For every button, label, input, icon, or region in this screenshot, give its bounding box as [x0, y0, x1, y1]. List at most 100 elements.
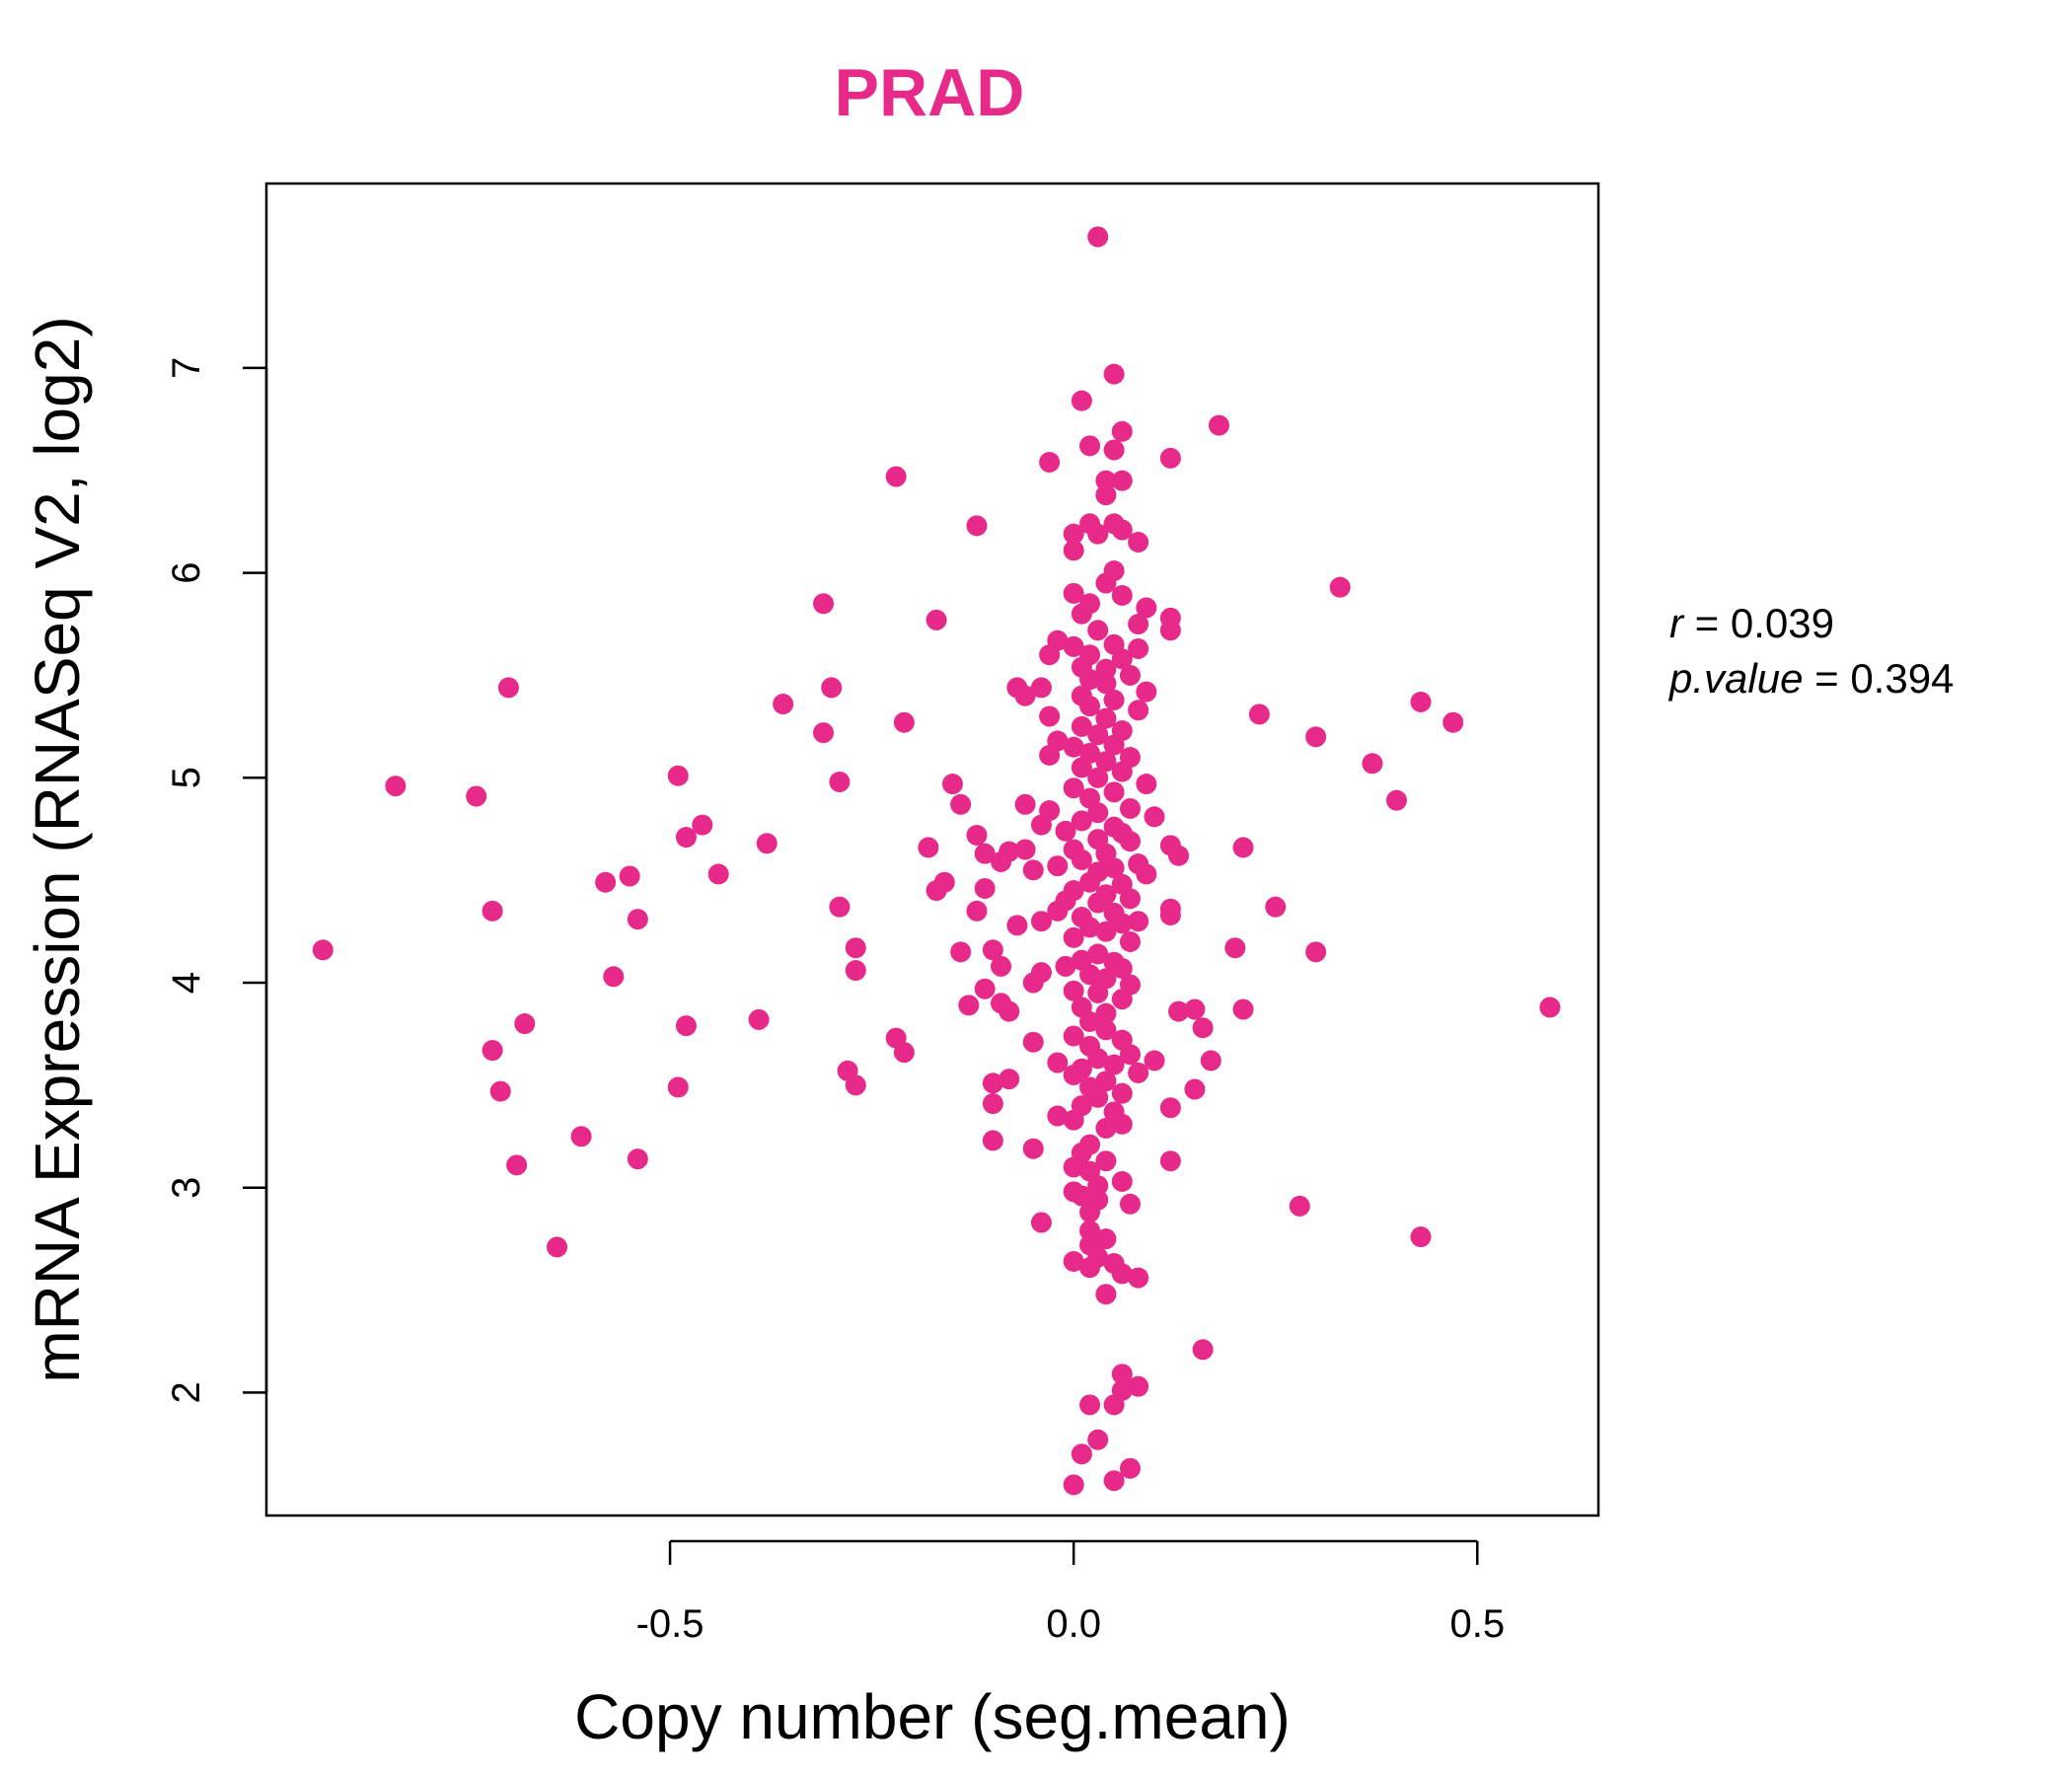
- data-point: [1095, 751, 1117, 773]
- data-point: [1087, 1429, 1109, 1450]
- data-point: [1063, 1064, 1084, 1085]
- data-point: [1087, 767, 1109, 788]
- data-point: [1071, 757, 1092, 778]
- data-point: [1095, 1002, 1117, 1024]
- data-point: [1087, 1086, 1109, 1108]
- data-point: [1200, 1050, 1221, 1072]
- data-point: [1095, 1019, 1117, 1041]
- data-point: [1063, 926, 1084, 948]
- data-point: [1119, 1457, 1141, 1479]
- data-point: [1087, 620, 1109, 641]
- data-point: [813, 593, 835, 615]
- y-axis: 2 3 4 5 6 7: [165, 357, 268, 1404]
- data-point: [1095, 1284, 1117, 1305]
- data-point: [1119, 797, 1141, 819]
- data-point: [667, 765, 689, 786]
- data-point: [1087, 1175, 1109, 1197]
- data-point: [1111, 1364, 1133, 1385]
- data-point: [1168, 845, 1190, 866]
- data-point: [893, 1042, 915, 1064]
- data-point: [1039, 451, 1061, 473]
- data-point: [1111, 1170, 1133, 1192]
- data-point: [1111, 913, 1133, 934]
- data-point: [925, 609, 947, 630]
- data-point: [1030, 677, 1052, 699]
- data-point: [999, 1000, 1020, 1022]
- data-point: [1136, 597, 1157, 619]
- data-point: [1079, 696, 1101, 717]
- data-point: [999, 1069, 1020, 1090]
- y-tick-label: 2: [165, 1381, 208, 1403]
- x-axis: -0.5 0.0 0.5: [636, 1539, 1505, 1646]
- data-point: [982, 939, 1003, 961]
- r-label: r: [1669, 600, 1685, 646]
- data-point: [1159, 620, 1181, 641]
- data-point: [385, 776, 407, 797]
- data-point: [1192, 1017, 1214, 1039]
- data-point: [950, 793, 972, 815]
- data-point: [1063, 1025, 1084, 1047]
- p-statistic: p.value = 0.394: [1667, 655, 1954, 702]
- data-point: [1103, 1470, 1125, 1492]
- data-point: [821, 677, 843, 699]
- data-point: [1095, 470, 1117, 491]
- data-point: [1079, 1202, 1101, 1223]
- data-point: [1047, 855, 1069, 877]
- data-point: [1410, 1226, 1432, 1248]
- data-point: [1039, 705, 1061, 727]
- data-point: [1265, 896, 1287, 918]
- data-point: [1063, 736, 1084, 758]
- data-point: [1128, 614, 1149, 635]
- data-point: [845, 960, 866, 982]
- data-point: [1063, 1156, 1084, 1178]
- data-point: [1079, 1394, 1101, 1416]
- data-point: [1103, 734, 1125, 756]
- data-point: [1087, 802, 1109, 824]
- data-point: [1095, 572, 1117, 594]
- data-point: [1119, 831, 1141, 852]
- data-point: [1159, 904, 1181, 925]
- data-point: [1063, 635, 1084, 657]
- data-point: [1136, 774, 1157, 795]
- data-point: [1128, 531, 1149, 553]
- data-point: [950, 941, 972, 963]
- data-point: [1232, 837, 1254, 858]
- data-point: [1055, 955, 1076, 977]
- r-statistic: r = 0.039: [1669, 600, 1834, 646]
- data-point: [506, 1154, 528, 1176]
- data-point: [1095, 658, 1117, 680]
- data-point: [1111, 584, 1133, 606]
- data-point: [1184, 999, 1206, 1020]
- data-point: [982, 1073, 1003, 1094]
- data-point: [918, 837, 939, 858]
- data-point: [707, 863, 729, 885]
- data-point: [570, 1126, 592, 1147]
- stats-annotation: r = 0.039 p.value = 0.394: [1667, 600, 1954, 702]
- data-point: [974, 877, 996, 899]
- data-point: [1071, 603, 1092, 625]
- data-point: [692, 814, 713, 836]
- data-point: [489, 1080, 511, 1102]
- data-point: [1111, 519, 1133, 541]
- data-point: [1329, 576, 1351, 598]
- data-point: [1063, 1250, 1084, 1272]
- data-point: [893, 711, 915, 733]
- data-point: [1208, 414, 1229, 436]
- y-tick-label: 4: [165, 972, 208, 994]
- data-point: [1119, 888, 1141, 910]
- data-point: [1030, 814, 1052, 836]
- chart-title: PRAD: [835, 55, 1025, 130]
- data-point: [1443, 711, 1464, 733]
- data-point: [1128, 911, 1149, 932]
- data-point: [1063, 1109, 1084, 1131]
- data-point: [1103, 857, 1125, 879]
- data-point: [1087, 523, 1109, 545]
- y-tick-label: 3: [165, 1177, 208, 1199]
- data-point: [1159, 447, 1181, 469]
- data-point: [966, 824, 988, 846]
- data-point: [547, 1236, 568, 1258]
- data-point: [1030, 1212, 1052, 1233]
- data-point: [1410, 691, 1432, 712]
- data-point: [1022, 1138, 1044, 1159]
